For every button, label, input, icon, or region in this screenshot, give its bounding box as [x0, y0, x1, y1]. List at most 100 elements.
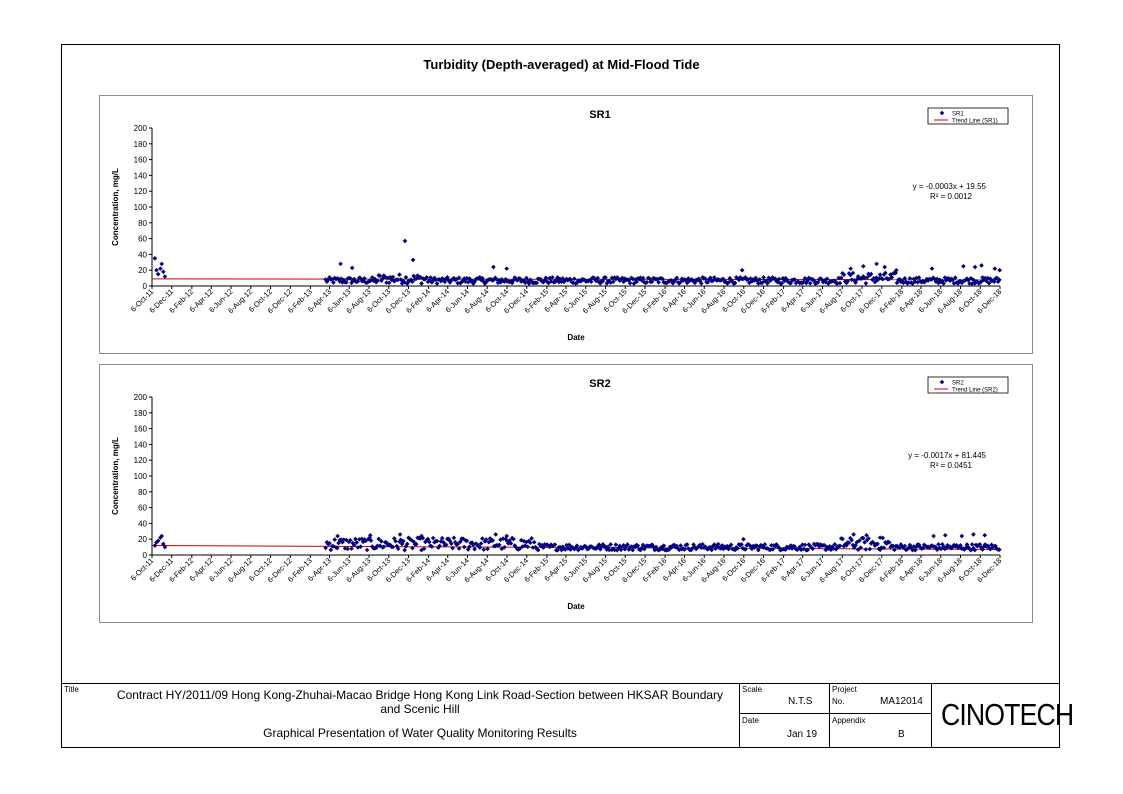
data-point — [798, 547, 804, 553]
data-point — [691, 542, 696, 547]
trend-r-squared: R² = 0.0451 — [930, 461, 973, 470]
data-point — [739, 542, 744, 547]
contract-title-line2: and Scenic Hill — [380, 702, 460, 716]
data-point — [833, 547, 839, 552]
data-point — [638, 275, 643, 280]
data-point — [883, 270, 888, 276]
data-point — [673, 544, 678, 550]
data-point — [531, 539, 537, 545]
data-point — [349, 265, 355, 271]
data-point — [410, 545, 415, 551]
data-point — [671, 542, 677, 548]
data-point — [389, 277, 394, 283]
data-point — [980, 547, 985, 552]
date-value: Jan 19 — [787, 729, 818, 740]
data-point — [421, 546, 427, 551]
data-point — [493, 532, 498, 537]
data-point — [684, 280, 690, 286]
data-point — [482, 539, 488, 544]
data-point — [491, 264, 496, 270]
data-point — [709, 547, 715, 553]
data-point — [877, 535, 883, 540]
data-point — [853, 280, 858, 285]
data-point — [439, 535, 445, 541]
data-point — [399, 281, 405, 286]
data-point — [939, 110, 945, 116]
data-point — [325, 277, 331, 282]
data-point — [961, 263, 966, 269]
data-point — [388, 274, 393, 280]
data-point — [600, 278, 606, 284]
data-point — [411, 273, 417, 279]
data-point — [853, 542, 858, 548]
data-point — [441, 276, 446, 282]
legend-trend-label: Trend Line (SR1) — [952, 119, 998, 125]
data-point — [336, 276, 341, 282]
data-point — [419, 547, 424, 553]
data-point — [967, 281, 972, 286]
data-point — [608, 542, 613, 547]
data-point — [433, 277, 439, 283]
data-point — [503, 536, 509, 542]
data-point — [649, 279, 655, 284]
data-point — [962, 547, 967, 552]
data-point — [942, 546, 948, 552]
data-point — [981, 544, 987, 550]
data-point — [349, 546, 354, 551]
trend-equation: y = -0.0003x + 19.55 — [913, 182, 987, 191]
data-point — [364, 547, 370, 553]
data-point — [559, 547, 564, 553]
data-point — [480, 536, 485, 541]
data-point — [390, 544, 396, 550]
data-point — [566, 542, 572, 548]
data-point — [579, 546, 585, 551]
data-point — [454, 276, 459, 282]
data-point — [894, 267, 899, 273]
data-point — [849, 537, 854, 543]
title-label: Title — [64, 685, 79, 694]
data-point — [669, 278, 674, 283]
data-point — [655, 276, 660, 282]
data-point — [154, 267, 159, 273]
data-point — [981, 277, 987, 283]
data-point — [521, 278, 527, 283]
data-point — [938, 546, 944, 552]
data-point — [780, 275, 786, 281]
data-point — [851, 545, 857, 551]
data-point — [656, 280, 661, 285]
data-point — [858, 545, 864, 550]
data-point — [627, 280, 633, 286]
data-point — [447, 538, 453, 544]
data-point — [647, 276, 652, 281]
data-point — [868, 541, 874, 546]
data-point — [670, 280, 676, 286]
data-point — [841, 272, 847, 278]
data-point — [582, 277, 588, 283]
data-point — [355, 279, 361, 284]
data-point — [403, 275, 409, 280]
data-point — [982, 532, 988, 538]
data-point — [890, 543, 896, 549]
data-point — [616, 545, 621, 551]
data-point — [710, 278, 716, 283]
data-point — [822, 278, 827, 283]
data-point — [476, 543, 481, 548]
data-point — [728, 542, 734, 548]
y-tick-label: 160 — [134, 425, 148, 434]
data-point — [424, 275, 429, 280]
data-point — [635, 543, 641, 548]
data-point — [618, 277, 624, 282]
data-point — [837, 280, 843, 286]
data-point — [762, 542, 768, 547]
chart-panel-sr2: SR2 0 20 40 60 80 100 120 140 160 180 200 Concentrat… — [99, 364, 1033, 623]
data-point — [408, 277, 414, 282]
appendix-label: Appendix — [832, 716, 866, 725]
data-point — [342, 546, 348, 551]
data-point — [423, 276, 428, 282]
data-point — [877, 272, 883, 278]
data-point — [538, 276, 543, 282]
data-point — [943, 545, 949, 551]
data-point — [942, 532, 948, 538]
data-point — [599, 544, 604, 549]
data-point — [347, 275, 353, 281]
